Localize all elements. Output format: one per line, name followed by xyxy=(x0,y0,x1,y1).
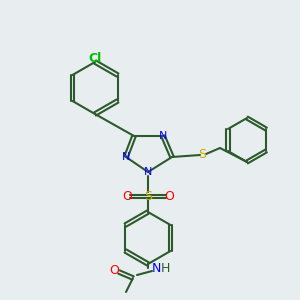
Text: H: H xyxy=(160,262,170,275)
Text: Cl: Cl xyxy=(88,52,102,64)
Text: O: O xyxy=(122,190,132,202)
Text: N: N xyxy=(122,152,130,162)
Text: O: O xyxy=(164,190,174,202)
Text: O: O xyxy=(109,263,119,277)
Text: S: S xyxy=(198,148,206,160)
Text: S: S xyxy=(144,190,152,202)
Text: N: N xyxy=(151,262,161,275)
Text: N: N xyxy=(159,131,167,141)
Text: N: N xyxy=(144,167,152,177)
